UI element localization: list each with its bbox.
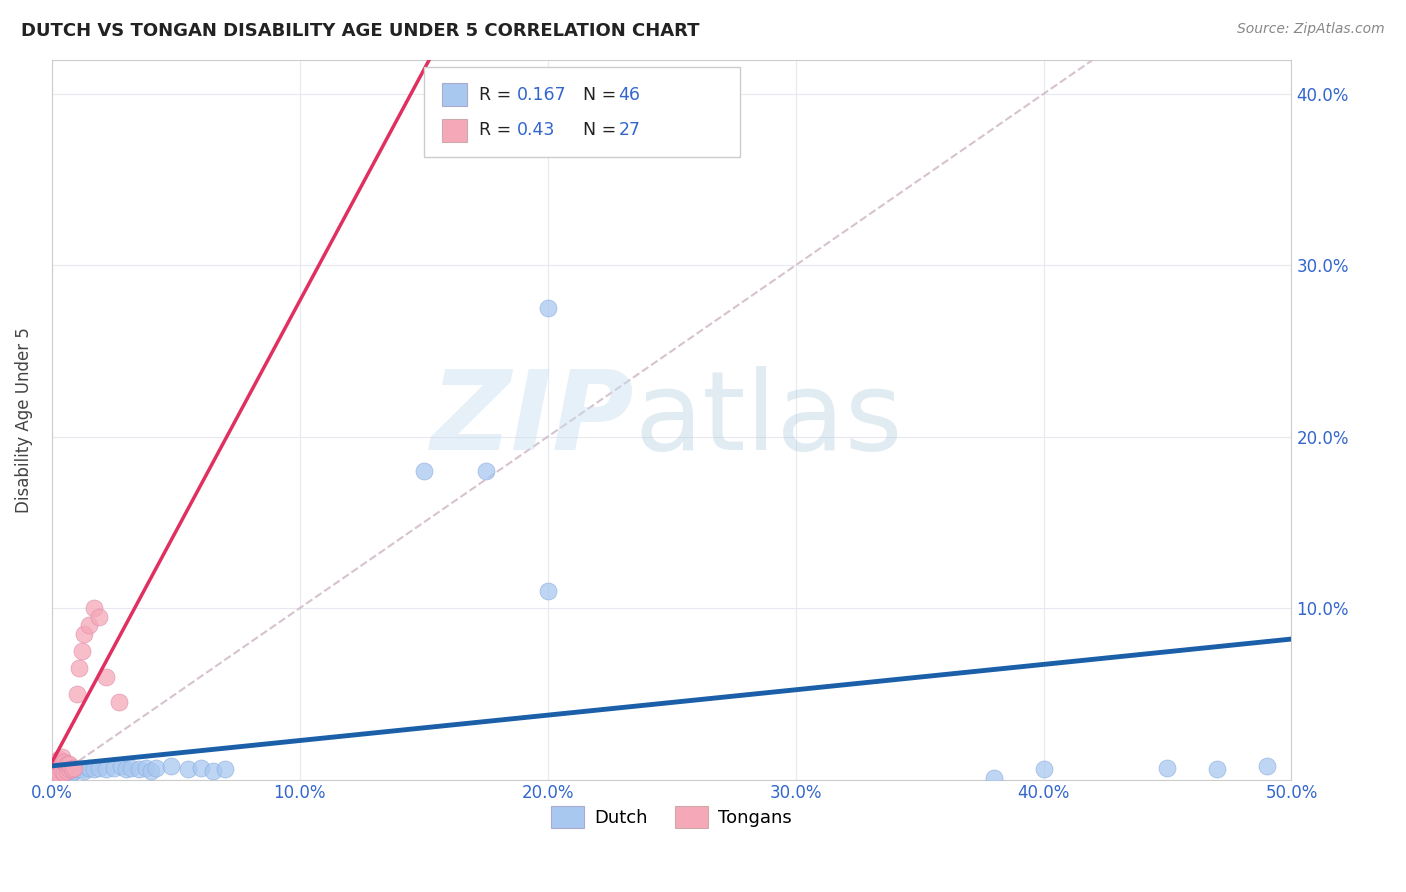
Point: [48, 752, 70, 766]
Point: [44, 767, 66, 781]
FancyBboxPatch shape: [443, 119, 467, 142]
Point: [65, 762, 87, 776]
Point: [412, 464, 434, 478]
Point: [45, 769, 67, 783]
Point: [214, 762, 236, 776]
Point: [96, 762, 118, 776]
Text: R =: R =: [479, 121, 517, 139]
Point: [44, 765, 66, 780]
Point: [58, 762, 80, 776]
Point: [45, 767, 67, 781]
Text: N =: N =: [572, 121, 623, 139]
Legend: Dutch, Tongans: Dutch, Tongans: [544, 799, 800, 836]
Point: [190, 761, 212, 775]
Point: [51, 767, 73, 781]
Point: [55, 757, 77, 772]
Point: [44, 771, 66, 785]
Text: ZIP: ZIP: [430, 366, 634, 473]
Point: [48, 767, 70, 781]
Point: [87, 761, 110, 775]
Point: [60, 765, 83, 780]
Point: [1032, 762, 1054, 776]
Point: [135, 761, 157, 775]
Point: [201, 764, 224, 778]
Point: [48, 765, 70, 780]
Point: [103, 761, 125, 775]
Point: [55, 767, 77, 781]
Point: [474, 464, 496, 478]
Point: [77, 761, 100, 775]
Text: 0.167: 0.167: [516, 86, 567, 103]
Point: [83, 601, 105, 615]
Point: [63, 764, 86, 778]
Point: [44, 769, 66, 783]
Point: [1256, 759, 1278, 773]
Point: [73, 764, 96, 778]
Point: [83, 762, 105, 776]
Point: [45, 769, 67, 783]
Text: Source: ZipAtlas.com: Source: ZipAtlas.com: [1237, 22, 1385, 37]
FancyBboxPatch shape: [423, 67, 740, 157]
Point: [45, 764, 67, 778]
Point: [87, 609, 110, 624]
Text: 27: 27: [619, 121, 640, 139]
Point: [58, 762, 80, 776]
Point: [536, 301, 558, 315]
Point: [145, 761, 167, 775]
Point: [70, 644, 93, 658]
Point: [67, 661, 90, 675]
Point: [45, 754, 67, 768]
Point: [60, 761, 83, 775]
Point: [53, 765, 76, 780]
Point: [120, 761, 142, 775]
Point: [44, 757, 66, 772]
Point: [65, 687, 87, 701]
Point: [983, 771, 1005, 785]
Point: [110, 759, 132, 773]
Point: [53, 771, 76, 785]
Point: [55, 764, 77, 778]
Point: [58, 757, 80, 772]
Text: 46: 46: [619, 86, 640, 103]
Point: [159, 759, 181, 773]
Point: [51, 764, 73, 778]
FancyBboxPatch shape: [443, 83, 467, 106]
Point: [536, 584, 558, 599]
Point: [53, 765, 76, 780]
Point: [1156, 761, 1178, 775]
Point: [44, 767, 66, 781]
Point: [96, 670, 118, 684]
Point: [177, 762, 200, 776]
Point: [70, 762, 93, 776]
Point: [48, 767, 70, 781]
Text: R =: R =: [479, 86, 517, 103]
Point: [128, 762, 150, 776]
Point: [139, 764, 162, 778]
Y-axis label: Disability Age Under 5: Disability Age Under 5: [15, 326, 32, 513]
Point: [53, 756, 76, 770]
Point: [60, 762, 83, 776]
Point: [107, 696, 129, 710]
Text: 0.43: 0.43: [516, 121, 555, 139]
Point: [73, 627, 96, 641]
Point: [1206, 762, 1229, 776]
Point: [51, 750, 73, 764]
Point: [55, 764, 77, 778]
Point: [63, 761, 86, 775]
Point: [51, 764, 73, 778]
Text: N =: N =: [572, 86, 623, 103]
Point: [77, 618, 100, 632]
Text: DUTCH VS TONGAN DISABILITY AGE UNDER 5 CORRELATION CHART: DUTCH VS TONGAN DISABILITY AGE UNDER 5 C…: [21, 22, 700, 40]
Text: atlas: atlas: [634, 366, 903, 473]
Point: [115, 762, 138, 776]
Point: [48, 771, 70, 785]
Point: [45, 762, 67, 776]
